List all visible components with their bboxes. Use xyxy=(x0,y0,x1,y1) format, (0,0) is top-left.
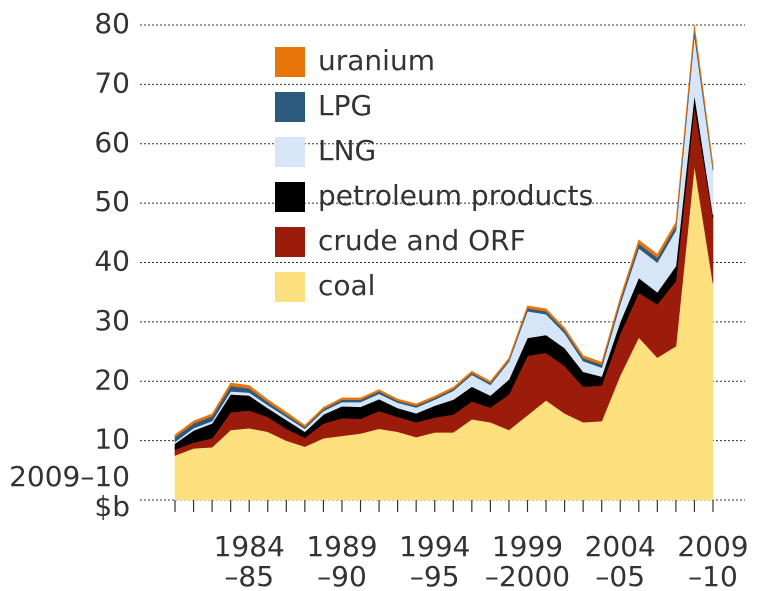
legend-swatch xyxy=(275,227,305,257)
legend-swatch xyxy=(275,182,305,212)
y-tick-label: 80 xyxy=(94,7,130,40)
legend-label: LNG xyxy=(318,134,376,167)
x-tick-label: 2009 –10 xyxy=(677,530,748,591)
x-tick-label: 2004 –05 xyxy=(585,530,656,591)
x-tick-label-line: –2000 xyxy=(485,560,570,591)
x-tick-label-line: 1989 xyxy=(306,530,377,563)
legend-swatch xyxy=(275,137,305,167)
area xyxy=(174,24,714,438)
y-tick-label: 40 xyxy=(94,245,130,278)
x-tick-label-line: 2009 xyxy=(677,530,748,563)
x-tick-label: 1999 –2000 xyxy=(485,530,570,591)
legend-swatch xyxy=(275,272,305,302)
legend-swatch xyxy=(275,92,305,122)
legend-label: petroleum products xyxy=(318,179,593,212)
x-tick-label: 1994 –95 xyxy=(399,530,470,591)
y-tick-label: 20 xyxy=(94,363,130,396)
x-tick-label-line: –85 xyxy=(224,560,274,591)
legend-label: uranium xyxy=(318,44,435,77)
y-tick-label: 30 xyxy=(94,304,130,337)
legend-swatch xyxy=(275,47,305,77)
y-tick-label: 10 xyxy=(94,423,130,456)
legend-label: coal xyxy=(318,269,375,302)
x-tick-label-line: 1984 xyxy=(214,530,285,563)
y-tick-label: 70 xyxy=(94,66,130,99)
x-tick-label-line: 2004 xyxy=(585,530,656,563)
y-label: 2009–10 xyxy=(9,460,130,493)
legend-label: LPG xyxy=(318,89,372,122)
legend-label: crude and ORF xyxy=(318,224,526,257)
x-tick-label-line: –10 xyxy=(688,560,738,591)
x-tick-label-line: –05 xyxy=(595,560,645,591)
y-label: $b xyxy=(94,490,130,523)
y-tick-label: 50 xyxy=(94,185,130,218)
x-tick-label: 1984 –85 xyxy=(214,530,285,591)
y-tick-label: 60 xyxy=(94,126,130,159)
x-tick-label-line: –90 xyxy=(317,560,367,591)
x-tick-label-line: 1994 xyxy=(399,530,470,563)
x-tick-label-line: 1999 xyxy=(492,530,563,563)
x-tick-label-line: –95 xyxy=(410,560,460,591)
x-tick-label: 1989 –90 xyxy=(306,530,377,591)
